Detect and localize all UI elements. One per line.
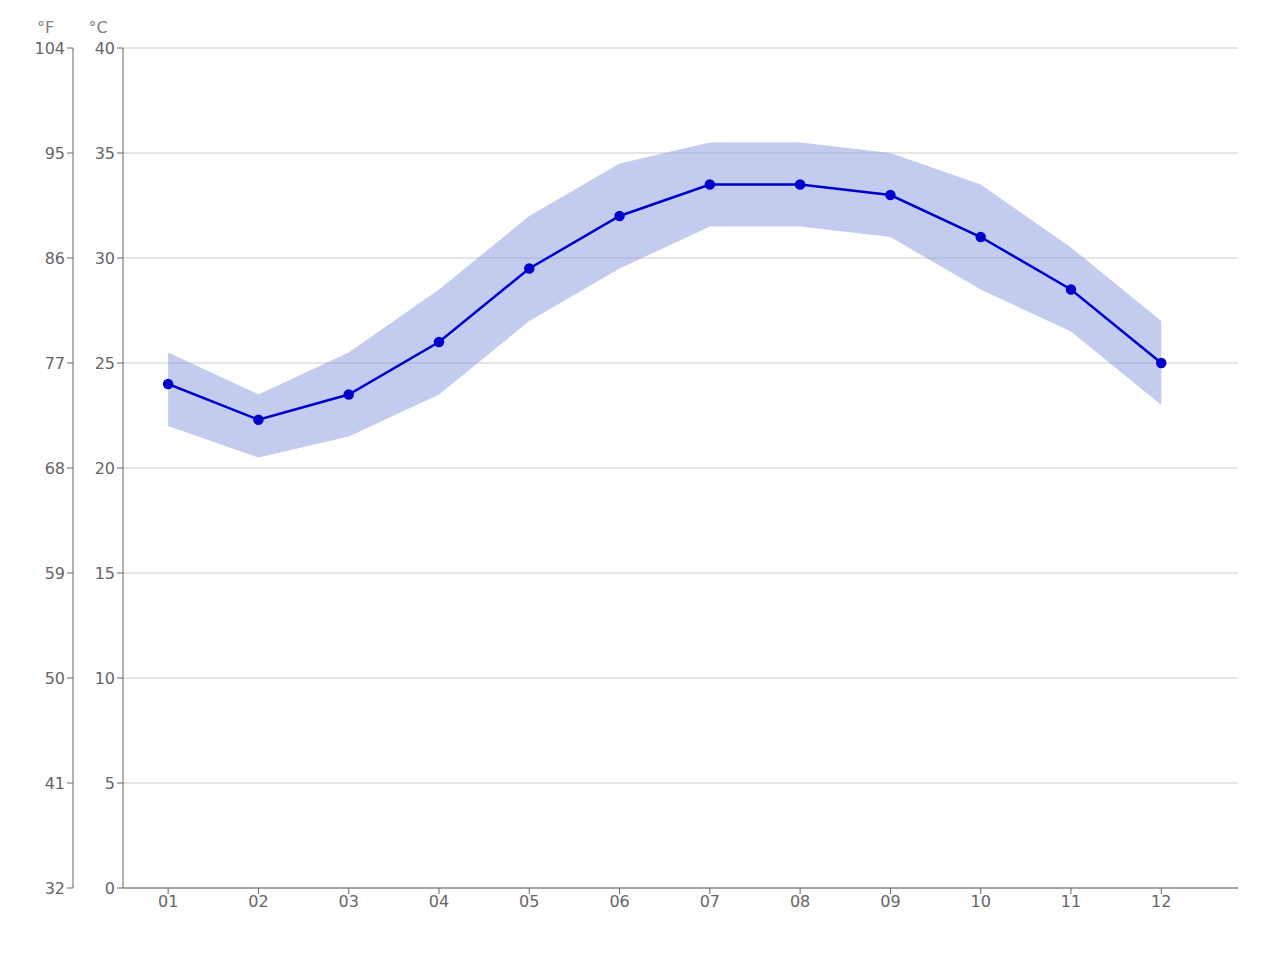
svg-text:02: 02 bbox=[248, 892, 268, 911]
svg-text:5: 5 bbox=[105, 774, 115, 793]
svg-text:35: 35 bbox=[95, 144, 115, 163]
svg-text:25: 25 bbox=[95, 354, 115, 373]
svg-text:03: 03 bbox=[339, 892, 359, 911]
svg-text:05: 05 bbox=[519, 892, 539, 911]
svg-text:59: 59 bbox=[45, 564, 65, 583]
svg-text:08: 08 bbox=[790, 892, 810, 911]
svg-text:09: 09 bbox=[880, 892, 900, 911]
svg-text:30: 30 bbox=[95, 249, 115, 268]
svg-text:11: 11 bbox=[1061, 892, 1081, 911]
svg-text:40: 40 bbox=[95, 39, 115, 58]
svg-text:°C: °C bbox=[88, 18, 107, 37]
svg-text:104: 104 bbox=[34, 39, 65, 58]
svg-text:0: 0 bbox=[105, 879, 115, 898]
svg-text:32: 32 bbox=[45, 879, 65, 898]
svg-text:°F: °F bbox=[37, 18, 54, 37]
svg-text:50: 50 bbox=[45, 669, 65, 688]
svg-text:41: 41 bbox=[45, 774, 65, 793]
svg-text:20: 20 bbox=[95, 459, 115, 478]
svg-text:04: 04 bbox=[429, 892, 449, 911]
svg-text:10: 10 bbox=[971, 892, 991, 911]
svg-text:95: 95 bbox=[45, 144, 65, 163]
svg-text:10: 10 bbox=[95, 669, 115, 688]
svg-text:06: 06 bbox=[609, 892, 629, 911]
svg-text:12: 12 bbox=[1151, 892, 1171, 911]
svg-text:86: 86 bbox=[45, 249, 65, 268]
svg-text:77: 77 bbox=[45, 354, 65, 373]
svg-text:15: 15 bbox=[95, 564, 115, 583]
svg-text:07: 07 bbox=[700, 892, 720, 911]
svg-text:01: 01 bbox=[158, 892, 178, 911]
svg-text:68: 68 bbox=[45, 459, 65, 478]
